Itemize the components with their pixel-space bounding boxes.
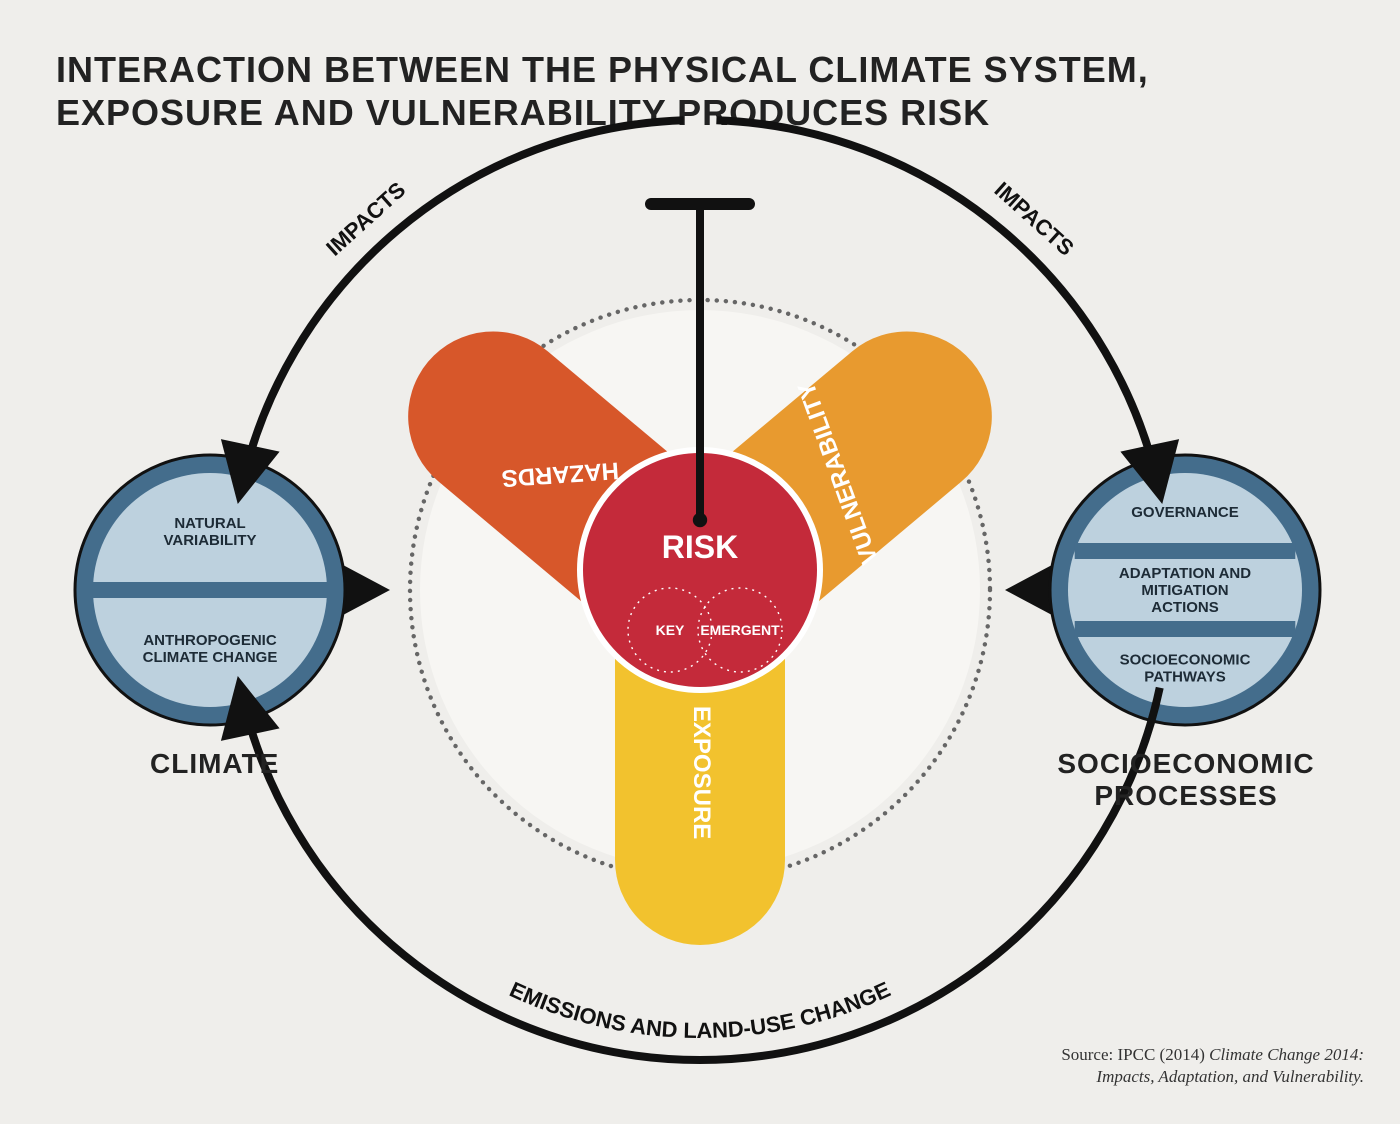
socio-label-line2: PROCESSES — [1094, 780, 1277, 811]
svg-text:CLIMATE CHANGE: CLIMATE CHANGE — [143, 649, 278, 666]
diagram-svg: HAZARDS VULNERABILITY EXPOSURE RISK KEY … — [0, 0, 1400, 1124]
svg-text:MITIGATION: MITIGATION — [1141, 582, 1228, 599]
arc-impacts-left-label: IMPACTS — [321, 177, 410, 261]
socio-label-line1: SOCIOECONOMIC — [1057, 748, 1314, 779]
source-citation: Source: IPCC (2014) Climate Change 2014:… — [1061, 1044, 1364, 1088]
svg-text:ADAPTATION AND: ADAPTATION AND — [1119, 565, 1251, 582]
svg-text:ACTIONS: ACTIONS — [1151, 599, 1219, 616]
climate-circle-group: NATURALVARIABILITY ANTHROPOGENICCLIMATE C… — [75, 455, 390, 725]
svg-text:PATHWAYS: PATHWAYS — [1144, 669, 1225, 686]
svg-text:GOVERNANCE: GOVERNANCE — [1131, 504, 1239, 521]
climate-label: CLIMATE — [150, 748, 270, 780]
socio-circle-group: GOVERNANCE ADAPTATION ANDMITIGATIONACTION… — [1005, 455, 1320, 725]
socio-label: SOCIOECONOMIC PROCESSES — [1056, 748, 1316, 812]
svg-text:NATURAL: NATURAL — [174, 515, 245, 532]
source-line1: Source: IPCC (2014) Climate Change 2014: — [1061, 1045, 1364, 1064]
svg-text:SOCIOECONOMIC: SOCIOECONOMIC — [1120, 652, 1251, 669]
svg-text:ANTHROPOGENIC: ANTHROPOGENIC — [143, 632, 277, 649]
risk-label: RISK — [662, 529, 738, 565]
risk-sub-emergent-label: EMERGENT — [700, 622, 780, 638]
arc-impacts-right-label: IMPACTS — [990, 177, 1079, 261]
svg-text:VARIABILITY: VARIABILITY — [163, 532, 256, 549]
source-line2: Impacts, Adaptation, and Vulnerability. — [1096, 1067, 1364, 1086]
arc-emissions-label: EMISSIONS AND LAND-USE CHANGE — [506, 977, 894, 1043]
risk-sub-key-label: KEY — [656, 622, 685, 638]
svg-text:EXPOSURE: EXPOSURE — [688, 706, 715, 839]
climate-label-text: CLIMATE — [150, 748, 279, 779]
